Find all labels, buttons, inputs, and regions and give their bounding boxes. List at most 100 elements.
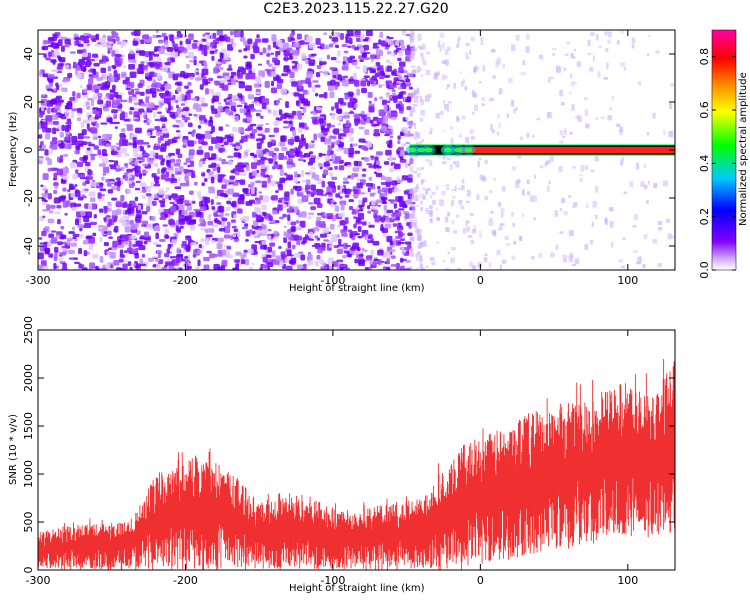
spectrogram-cell <box>531 134 535 138</box>
spectrogram-cell <box>209 253 215 259</box>
spectrogram-cell <box>236 231 241 238</box>
spectrogram-cell <box>62 187 67 192</box>
spectrogram-cell <box>50 59 57 63</box>
spectrogram-cell <box>376 165 382 169</box>
spectrogram-cell <box>145 193 152 197</box>
spectrogram-cell <box>496 57 502 65</box>
spectrogram-cell <box>345 39 350 44</box>
spectrogram-cell <box>173 136 181 139</box>
spectrogram-cell <box>479 230 482 238</box>
spectrogram-cell <box>200 97 205 103</box>
spectrogram-cell <box>646 131 650 136</box>
spectrogram-cell <box>328 215 332 220</box>
spectrogram-cell <box>379 31 384 38</box>
spectrogram-cell <box>211 92 215 97</box>
spectrogram-cell <box>274 147 279 152</box>
spectrogram-cell <box>357 212 364 220</box>
spectrogram-cell <box>662 180 668 187</box>
spectrogram-cell <box>279 115 284 120</box>
spectrogram-cell <box>189 223 196 231</box>
spectrogram-cell <box>230 38 234 45</box>
spectrogram-cell <box>502 186 506 192</box>
spectrogram-cell <box>139 258 144 265</box>
spectrogram-cell <box>193 102 199 107</box>
spectrogram-cell <box>461 115 466 120</box>
spectrogram-cell <box>397 226 404 231</box>
spectrogram-cell <box>469 49 472 56</box>
spectrogram-cell <box>358 126 365 130</box>
spectrogram-cell <box>145 97 149 103</box>
spectrogram-cell <box>120 147 127 154</box>
spectrogram-cell <box>420 167 424 170</box>
spectrogram-cell <box>211 108 218 114</box>
spectrogram-cell <box>297 158 304 162</box>
spectrogram-cell <box>262 47 267 54</box>
spectrogram-cell <box>232 126 238 132</box>
spectrogram-cell <box>327 85 335 92</box>
spectrogram-cell <box>492 75 496 79</box>
spectrogram-cell <box>250 108 256 112</box>
spectrogram-cell <box>284 191 290 197</box>
spectrogram-cell <box>549 252 555 258</box>
spectrogram-cell <box>134 88 140 91</box>
spectrogram-cell <box>306 190 311 195</box>
spectrogram-cell <box>212 32 217 39</box>
spectrogram-cell <box>39 70 43 77</box>
spectrogram-cell <box>616 40 620 45</box>
spectrogram-cell <box>156 35 162 38</box>
spectrogram-cell <box>211 55 215 61</box>
spectrogram-cell <box>432 199 436 205</box>
spectrogram-cell <box>279 177 286 184</box>
spectrogram-cell <box>366 112 371 117</box>
spectrogram-cell <box>271 195 278 201</box>
spectrogram-cell <box>197 259 201 267</box>
spectrogram-cell <box>105 100 112 108</box>
spectrogram-cell <box>466 56 470 60</box>
spectrogram-cell <box>308 202 314 205</box>
spectrogram-cell <box>154 181 160 185</box>
spectrogram-cell <box>418 260 424 263</box>
spectrogram-cell <box>460 205 465 210</box>
spectrogram-cell <box>251 170 258 176</box>
spectrogram-cell <box>452 196 456 199</box>
spectrogram-cell <box>45 127 52 133</box>
spectrogram-cell <box>358 254 364 257</box>
colorbar-axis: 0.00.20.40.60.8 <box>698 48 736 279</box>
spectrogram-cell <box>155 264 161 270</box>
spectrogram-cell <box>189 160 195 167</box>
spectrogram-cell <box>77 196 84 201</box>
spectrogram-cell <box>146 76 153 81</box>
spectrogram-cell <box>141 220 149 225</box>
spectrogram-cell <box>132 243 137 248</box>
spectrogram-cell <box>339 33 344 40</box>
spectrogram-cell <box>469 235 473 238</box>
spectrogram-cell <box>50 204 56 209</box>
spectrogram-cell <box>409 238 415 242</box>
spectrogram-cell <box>247 94 255 100</box>
spectrogram-cell <box>93 62 100 67</box>
spectrogram-cell <box>359 59 364 63</box>
spectrogram-cell <box>247 38 253 45</box>
spectrogram-cell <box>411 196 415 201</box>
spectrogram-cell <box>444 49 449 56</box>
spectrogram-cell <box>90 126 96 129</box>
spectrogram-cell <box>290 221 297 226</box>
spectrogram-cell <box>136 139 144 145</box>
spectrogram-cell <box>426 51 431 55</box>
snr-y-tick-label: 0 <box>22 567 35 574</box>
spectrogram-cell <box>224 190 231 193</box>
spectrogram-cell <box>277 98 283 101</box>
spectrogram-cell <box>254 201 258 205</box>
spectrogram-cell <box>399 238 406 241</box>
spectrogram-cell <box>187 164 191 168</box>
spectrogram-cell <box>378 76 385 79</box>
spectrogram-cell <box>670 82 674 87</box>
spectrogram-cell <box>594 156 599 162</box>
spectrogram-cell <box>125 87 131 90</box>
spectrogram-cell <box>83 39 90 44</box>
spectrogram-cell <box>176 31 182 34</box>
spectrogram-cell <box>259 52 263 56</box>
spectrogram-cell <box>227 155 234 159</box>
spectrogram-cell <box>216 30 223 36</box>
spectrogram-cell <box>169 111 176 118</box>
